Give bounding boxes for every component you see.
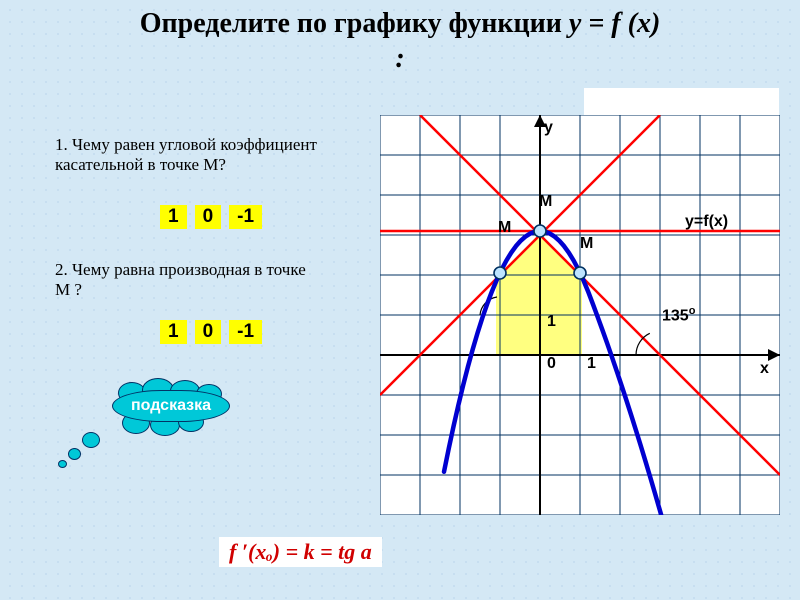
chart-svg xyxy=(380,115,780,515)
answer-2-1[interactable]: 1 xyxy=(160,320,187,344)
chart: y x 0 1 1 y=f(x) 135o М М М xyxy=(380,115,780,515)
answer-2-neg1[interactable]: -1 xyxy=(229,320,262,344)
point-m-top: М xyxy=(539,193,552,211)
answers-row-2: 1 0 -1 xyxy=(160,320,262,344)
title-fn: y = f (x) xyxy=(569,8,660,39)
question-1: 1. Чему равен угловой коэффициент касате… xyxy=(55,135,325,176)
hint-label: подсказка xyxy=(112,390,230,422)
y-axis-label: y xyxy=(544,119,553,137)
x-tick-1: 1 xyxy=(587,355,596,373)
yfx-label: y=f(x) xyxy=(685,213,728,231)
page-title: Определите по графику функции y = f (x) … xyxy=(0,6,800,76)
y-tick-1: 1 xyxy=(547,313,556,331)
point-m-left: М xyxy=(498,219,511,237)
answers-row-1: 1 0 -1 xyxy=(160,205,262,229)
angle-value: 135 xyxy=(662,307,689,324)
answer-2-0[interactable]: 0 xyxy=(195,320,222,344)
title-colon: : xyxy=(395,43,404,74)
white-cover xyxy=(584,88,779,116)
answer-1-1[interactable]: 1 xyxy=(160,205,187,229)
angle-label: 135o xyxy=(662,305,695,325)
angle-degree: o xyxy=(689,305,696,317)
hint-cloud[interactable]: подсказка xyxy=(112,390,230,422)
origin-label: 0 xyxy=(547,355,556,373)
formula: f ′(xₒ) = k = tg a xyxy=(219,537,382,567)
point-m-right: М xyxy=(580,235,593,253)
x-axis-label: x xyxy=(760,360,769,378)
question-2: 2. Чему равна производная в точке М ? xyxy=(55,260,325,301)
answer-1-0[interactable]: 0 xyxy=(195,205,222,229)
title-text: Определите по графику функции xyxy=(140,8,569,39)
answer-1-neg1[interactable]: -1 xyxy=(229,205,262,229)
